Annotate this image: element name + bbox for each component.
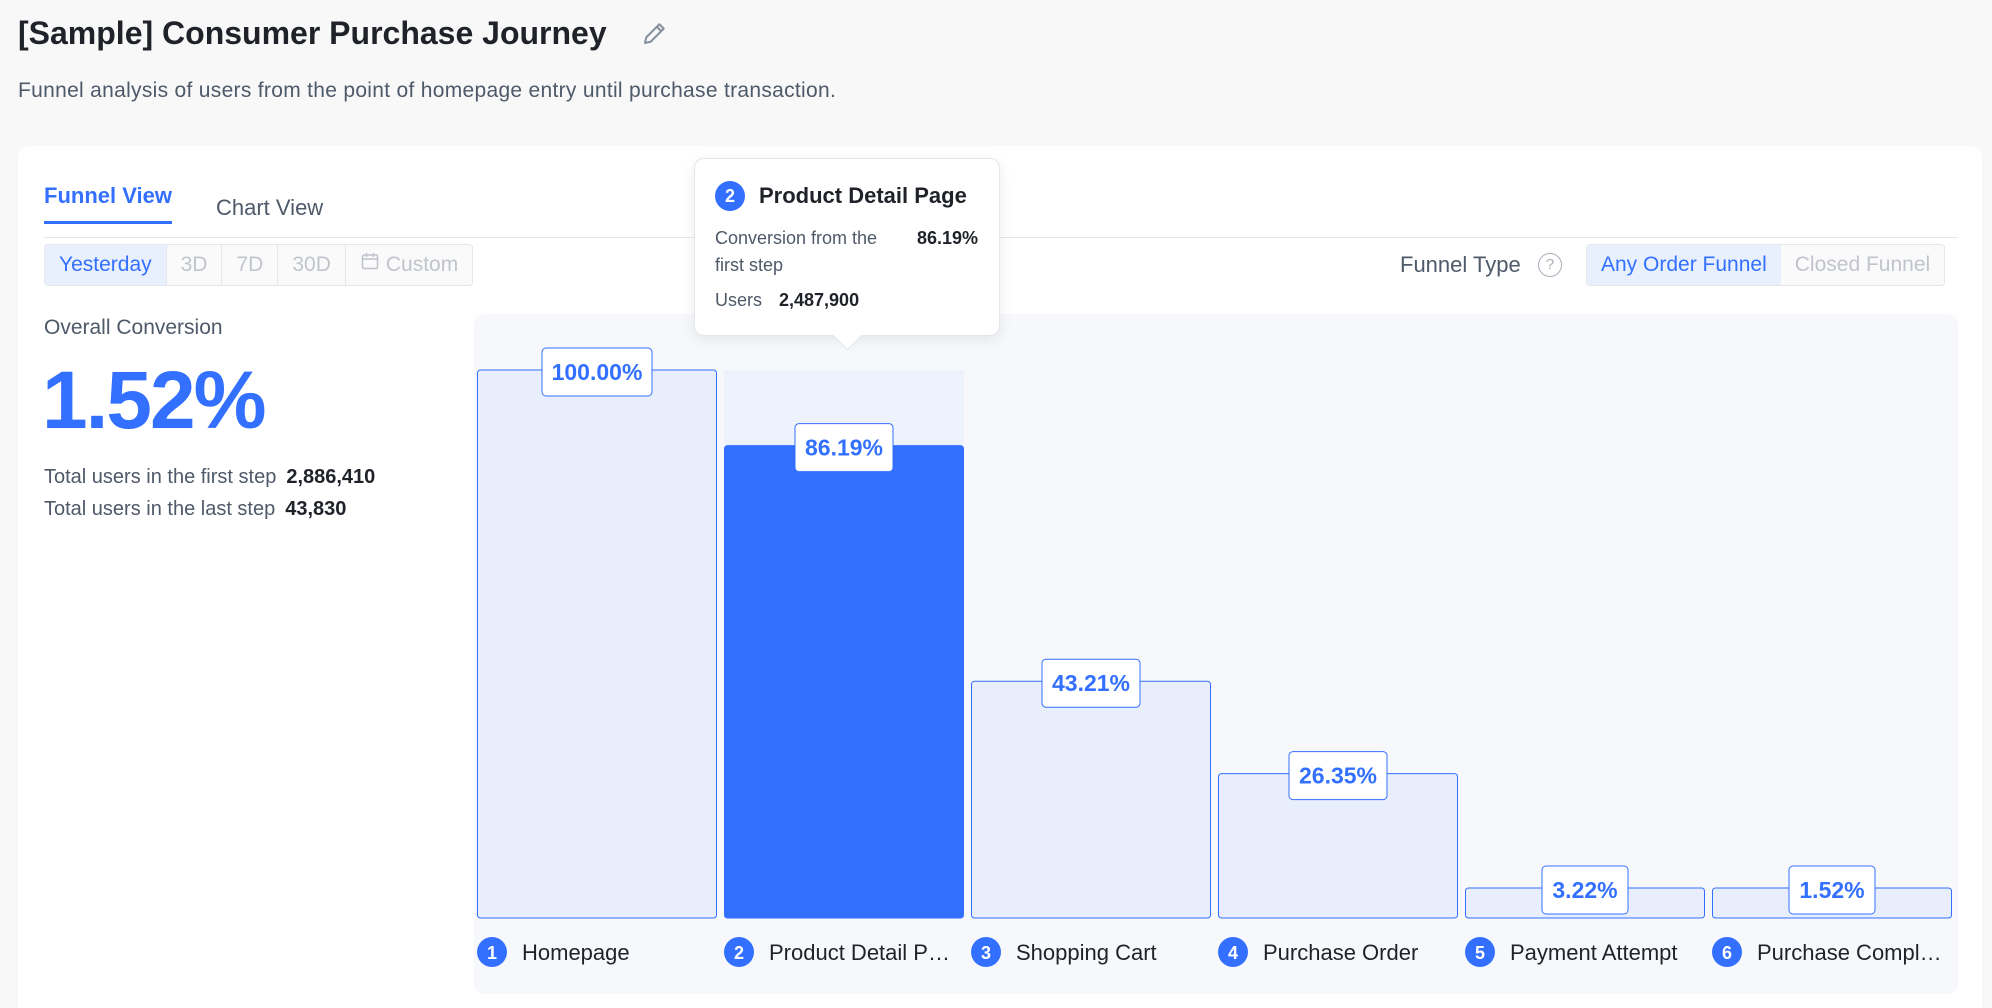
data-label-box [541,347,653,397]
date-3d-button[interactable]: 3D [166,245,223,285]
funnel-type-label: Funnel Type [1400,252,1521,277]
step-number-badge [1465,937,1495,967]
page-title: [Sample] Consumer Purchase Journey [18,15,607,51]
data-label-box [1288,751,1388,801]
step-number: 3 [981,943,991,963]
step-number: 1 [487,943,497,963]
funnel-chart: 100.00% 1 Homepage 86.19% 2 Product Detail P…… [474,314,1958,994]
step-label: Payment Attempt [1510,940,1678,965]
help-icon[interactable]: ? [1538,253,1562,277]
custom-label: Custom [385,253,459,276]
date-yesterday-button[interactable]: Yesterday [45,245,167,285]
step-number: 5 [1475,943,1485,963]
last-step-value: 43,830 [285,498,347,520]
data-label-box [1541,865,1629,915]
funnel-type-selector: Any Order Funnel Closed Funnel [1586,244,1946,286]
first-step-total: Total users in the first step 2,886,410 [44,466,375,489]
last-step-label: Total users in the last step [44,498,276,520]
funnel-bar[interactable] [971,680,1211,919]
tooltip-conversion-label: Conversion from the first step [715,228,878,275]
data-label: 43.21% [1052,670,1130,696]
step-label: Purchase Compl… [1757,940,1942,965]
date-custom-button[interactable]: Custom [345,245,473,285]
step-number-badge [1712,937,1742,967]
step-label: Purchase Order [1263,940,1418,965]
step-number: 4 [1228,943,1238,963]
tooltip-users-value: 2,487,900 [779,290,860,310]
date-range-selector: Yesterday 3D 7D 30D Custom [44,244,474,286]
first-step-value: 2,886,410 [286,466,376,488]
date-30d-button[interactable]: 30D [278,245,346,285]
tab-funnel-view[interactable]: Funnel View [44,166,172,224]
step-number-badge [1218,937,1248,967]
funnel-card: Funnel View Chart View Yesterday 3D 7D 3… [18,146,1982,1008]
step-number-badge [724,937,754,967]
funnel-bar[interactable] [724,445,964,919]
step-label: Homepage [522,940,630,965]
data-label: 1.52% [1799,877,1864,903]
tab-chart-view[interactable]: Chart View [216,195,324,220]
funnel-bar[interactable] [477,369,717,919]
tooltip-conversion-value: 86.19% [917,228,979,248]
data-label: 100.00% [552,359,643,385]
data-label: 86.19% [805,435,883,461]
closed-funnel-button[interactable]: Closed Funnel [1780,245,1945,285]
date-7d-button[interactable]: 7D [222,245,279,285]
view-tabs: Funnel View Chart View [44,166,1958,238]
calendar-icon [360,245,380,285]
data-label-box [794,423,894,473]
any-order-funnel-button[interactable]: Any Order Funnel [1587,245,1781,285]
step-label: Product Detail P… [769,940,950,965]
data-label-box [1041,658,1141,708]
last-step-total: Total users in the last step 43,830 [44,498,346,521]
step-number-badge [971,937,1001,967]
data-label: 3.22% [1552,877,1617,903]
overall-conversion-label: Overall Conversion [44,316,223,339]
tooltip-users-label: Users [715,290,763,310]
data-label-box [1788,865,1876,915]
page-description: Funnel analysis of users from the point … [18,79,837,102]
tooltip-title: Product Detail Page [759,183,967,208]
edit-pencil-icon[interactable] [640,18,670,48]
data-label: 26.35% [1299,763,1377,789]
step-tooltip: 2 Product Detail Page Conversion from th… [694,158,1000,336]
funnel-chart-svg: 100.00% 1 Homepage 86.19% 2 Product Detail P…… [477,347,1952,967]
step-number-badge [477,937,507,967]
first-step-label: Total users in the first step [44,466,277,488]
step-number: 6 [1722,943,1732,963]
step-label: Shopping Cart [1016,940,1157,965]
overall-conversion-value: 1.52% [42,355,267,446]
step-number: 2 [734,943,744,963]
tooltip-step-number: 2 [715,181,745,211]
